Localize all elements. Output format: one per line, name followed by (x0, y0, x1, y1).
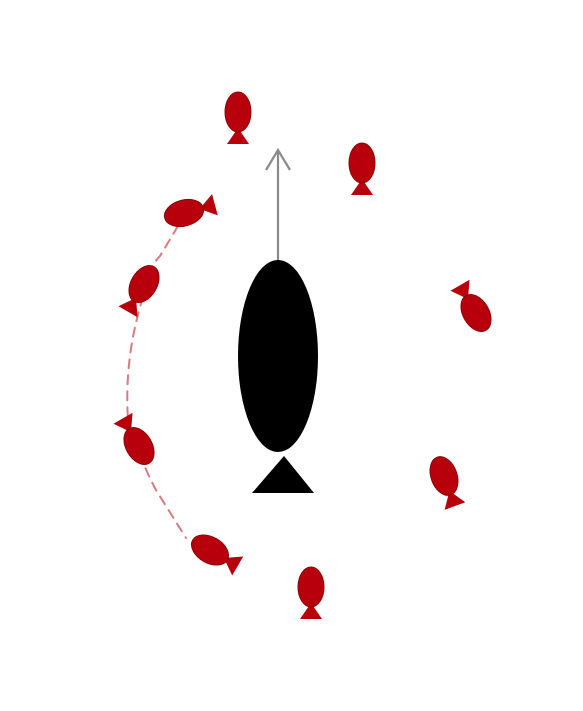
arrow-up-icon (265, 147, 291, 262)
small-red-fish-icon (297, 566, 325, 619)
large-black-fish-icon (238, 260, 318, 493)
small-red-fish-icon (118, 265, 160, 318)
school-of-fish (113, 91, 492, 619)
small-red-fish-icon (191, 534, 244, 576)
small-red-fish-icon (450, 279, 492, 332)
small-red-fish-icon (163, 194, 218, 228)
small-red-fish-icon (224, 91, 252, 144)
small-red-fish-icon (348, 142, 376, 195)
small-red-fish-icon (113, 412, 155, 465)
small-red-fish-icon (429, 456, 466, 510)
